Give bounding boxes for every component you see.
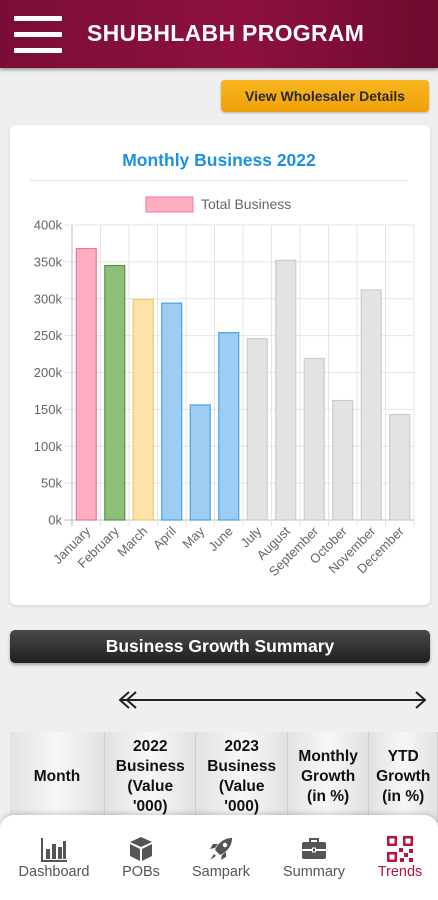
nav-item-dashboard[interactable]: Dashboard (12, 815, 96, 900)
bar-february (104, 264, 126, 521)
view-wholesaler-details-button[interactable]: View Wholesaler Details (221, 80, 429, 112)
y-tick-label: 50k (41, 476, 62, 491)
x-tick-label: May (179, 523, 207, 551)
column-header-2022-business: 2022 Business (Value '000) (104, 732, 197, 822)
nav-label-pobs: POBs (122, 864, 160, 880)
y-tick-label: 200k (34, 365, 63, 380)
column-header-month: Month (10, 732, 106, 822)
bar-september (303, 357, 325, 521)
hamburger-menu-icon[interactable] (14, 16, 62, 54)
bar-june (218, 332, 240, 521)
bar-chart: Total Business 0k 50k 100k 150k 200k 250k 300k 3… (34, 196, 415, 579)
box-icon (130, 837, 152, 861)
bar-chart-icon (41, 838, 67, 862)
y-tick-label: 350k (34, 254, 63, 269)
page-title: SHUBHLABH PROGRAM (87, 20, 365, 46)
x-tick-label: June (205, 524, 236, 555)
horizontal-scroll-arrow-icon (118, 691, 427, 709)
nav-item-summary[interactable]: Summary (276, 815, 352, 900)
bar-october (332, 399, 354, 521)
column-header-ytd-growth: YTD Growth (in %) (368, 732, 438, 822)
rocket-icon (210, 838, 232, 860)
bar-august (275, 259, 297, 521)
chart-title: Monthly Business 2022 (122, 150, 316, 170)
bar-january (75, 248, 97, 521)
bar-march (132, 298, 154, 521)
bar-may (189, 404, 211, 521)
x-tick-label: March (114, 524, 150, 560)
app-header: SHUBHLABH PROGRAM (0, 0, 438, 68)
summary-table: Month 2022 Business (Value '000) 2023 Bu… (10, 732, 438, 822)
y-tick-label: 300k (34, 291, 63, 306)
nav-item-sampark[interactable]: Sampark (184, 815, 258, 900)
nav-item-pobs[interactable]: POBs (112, 815, 170, 900)
y-tick-label: 0k (48, 513, 62, 528)
bar-december (389, 413, 411, 521)
chart-divider (30, 180, 408, 181)
nav-item-trends[interactable]: Trends (370, 815, 430, 900)
table-header-row: Month 2022 Business (Value '000) 2023 Bu… (10, 732, 438, 822)
nav-label-dashboard: Dashboard (18, 864, 90, 880)
legend-label: Total Business (201, 196, 291, 212)
y-tick-label: 400k (34, 218, 63, 233)
legend-swatch (145, 196, 194, 213)
x-tick-label: April (150, 523, 179, 552)
column-header-monthly-growth: Monthly Growth (in %) (286, 732, 370, 822)
qr-code-icon (387, 836, 413, 862)
y-tick-label: 100k (34, 439, 63, 454)
summary-table-container[interactable]: Month 2022 Business (Value '000) 2023 Bu… (10, 732, 438, 822)
bar-july (246, 337, 268, 521)
bar-november (360, 289, 382, 521)
bar-april (161, 302, 183, 521)
summary-title-bar: Business Growth Summary (10, 630, 430, 663)
nav-label-summary: Summary (282, 864, 346, 880)
y-tick-label: 150k (34, 402, 63, 417)
y-tick-label: 250k (34, 328, 63, 343)
nav-label-trends: Trends (377, 864, 423, 880)
briefcase-icon (302, 838, 326, 859)
column-header-2023-business: 2023 Business (Value '000) (195, 732, 288, 822)
nav-label-sampark: Sampark (191, 864, 251, 880)
bottom-navigation: Dashboard POBs Sampark Summary (0, 815, 438, 900)
